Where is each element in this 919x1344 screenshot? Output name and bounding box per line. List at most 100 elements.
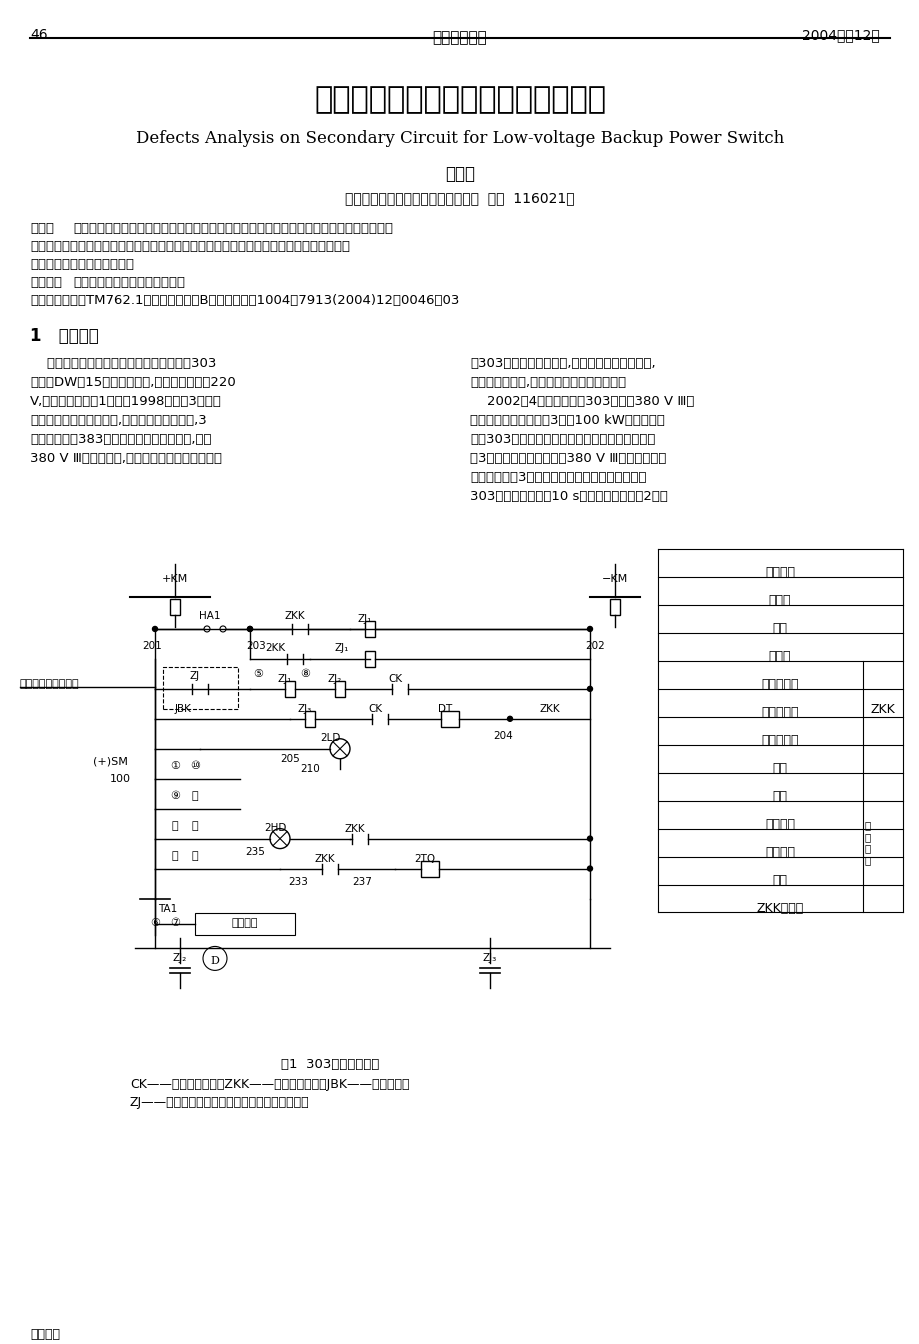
Text: ⑨: ⑨: [170, 790, 180, 801]
Text: ⑩: ⑩: [190, 761, 199, 770]
Text: 低压备用分支；自动投入；跳闸: 低压备用分支；自动投入；跳闸: [73, 276, 185, 289]
Text: ⑫: ⑫: [191, 790, 199, 801]
Circle shape: [507, 716, 512, 722]
Text: 东北电力技术: 东北电力技术: [432, 30, 487, 44]
Text: 时，303开关在运行中无任何保护显示突然跳闸，: 时，303开关在运行中无任何保护显示突然跳闸，: [470, 433, 654, 446]
Text: 李雪芳: 李雪芳: [445, 165, 474, 183]
Text: 将备用电源投入,从而延长了事故处理时间。: 将备用电源投入,从而延长了事故处理时间。: [470, 376, 626, 390]
Text: ZKK: ZKK: [539, 704, 560, 714]
Text: 1   事故现象: 1 事故现象: [30, 328, 98, 345]
Bar: [335, 681, 345, 696]
Text: 233: 233: [288, 876, 308, 887]
Text: CK: CK: [368, 704, 381, 714]
Text: 201: 201: [142, 641, 162, 650]
Text: (+)SM: (+)SM: [93, 757, 128, 766]
Text: ZJ₂: ZJ₂: [173, 953, 187, 964]
Bar: [421, 860, 438, 876]
Text: HA1: HA1: [199, 612, 221, 621]
Text: 合闸继电器: 合闸继电器: [760, 677, 798, 691]
Bar: [305, 711, 314, 727]
Text: （大连市热电集团北海热电厂，辽宁  大连  116021）: （大连市热电集团北海热电厂，辽宁 大连 116021）: [345, 192, 574, 206]
Text: ZKK电动机: ZKK电动机: [755, 902, 803, 914]
Text: 205: 205: [280, 754, 300, 763]
Text: 图1  303开关控制回路: 图1 303开关控制回路: [280, 1058, 379, 1071]
Text: JBK: JBK: [175, 704, 191, 714]
Text: 低压备用电源开关二次回路缺陷分析: 低压备用电源开关二次回路缺陷分析: [313, 85, 606, 114]
Text: 绿灯: 绿灯: [772, 762, 787, 774]
Text: ZJ——工作变备用电源自投入出口中间继电器触点: ZJ——工作变备用电源自投入出口中间继电器触点: [130, 1097, 310, 1109]
Text: 熔断器: 熔断器: [768, 594, 790, 607]
Text: 在工作变控制回路中: 在工作变控制回路中: [20, 679, 80, 689]
Text: 203: 203: [245, 641, 266, 650]
Text: ⑮: ⑮: [191, 821, 199, 831]
Text: CK: CK: [388, 673, 402, 684]
Text: ZJ₂: ZJ₂: [327, 673, 342, 684]
Text: ⑥: ⑥: [150, 918, 160, 929]
Text: ⑤: ⑤: [253, 669, 263, 679]
Text: 大连市热电集团北海热电厂低压备用分支303: 大连市热电集团北海热电厂低压备用分支303: [30, 358, 216, 371]
Text: 235: 235: [244, 847, 265, 856]
Text: CK——储能行程开关；ZKK——开关辅助触点；JBK——纽子开关；: CK——储能行程开关；ZKK——开关辅助触点；JBK——纽子开关；: [130, 1078, 409, 1091]
Text: ZJ₃: ZJ₃: [482, 953, 496, 964]
Bar: [170, 599, 180, 616]
Text: 2004年第12期: 2004年第12期: [801, 28, 879, 42]
Text: 且3次强合不上。由于失去380 V Ⅲ段电源，冷却: 且3次强合不上。由于失去380 V Ⅲ段电源，冷却: [470, 452, 665, 465]
Text: 控制母线: 控制母线: [765, 566, 794, 579]
Text: 释能电磁铁: 释能电磁铁: [760, 734, 798, 747]
Bar: [365, 650, 375, 667]
Text: ⑯: ⑯: [172, 851, 178, 860]
Text: 保护回路: 保护回路: [232, 918, 258, 929]
Circle shape: [153, 626, 157, 632]
Circle shape: [587, 687, 592, 691]
Text: ZJ₃: ZJ₃: [298, 704, 312, 714]
Text: 2LD: 2LD: [320, 732, 340, 743]
Bar: [163, 667, 238, 708]
Text: Defects Analysis on Secondary Circuit for Low-voltage Backup Power Switch: Defects Analysis on Secondary Circuit fo…: [136, 130, 783, 146]
Text: 204: 204: [493, 731, 512, 741]
Text: TA1: TA1: [158, 903, 177, 914]
Text: 303开关成功后，约10 s后又跳闸，又手合2次才: 303开关成功后，约10 s后又跳闸，又手合2次才: [470, 491, 667, 503]
Text: 2TQ: 2TQ: [414, 853, 435, 864]
Circle shape: [587, 866, 592, 871]
Text: ⑧: ⑧: [300, 669, 310, 679]
Text: 开关为DW－15型储能式开关,操作电源为直流220: 开关为DW－15型储能式开关,操作电源为直流220: [30, 376, 235, 390]
Text: ⑭: ⑭: [172, 821, 178, 831]
Text: ZKK: ZKK: [869, 703, 894, 716]
Text: ZJ: ZJ: [189, 671, 199, 681]
Bar: [440, 711, 459, 727]
Text: 负荷运行，在启动该段3号（100 kW）凝结水泵: 负荷运行，在启动该段3号（100 kW）凝结水泵: [470, 414, 664, 427]
Circle shape: [587, 626, 592, 632]
Text: 万方数据: 万方数据: [30, 1328, 60, 1341]
Text: 关键词：: 关键词：: [30, 276, 62, 289]
Text: 202: 202: [584, 641, 604, 650]
Bar: [195, 914, 295, 935]
Text: ZKK: ZKK: [314, 853, 335, 864]
Text: 支303开关不能自动投入,只能手动强合控制开关,: 支303开关不能自动投入,只能手动强合控制开关,: [470, 358, 655, 371]
Text: 作就突然跳闸，并且多次强投不成，导致发电机断水保护动作跳闸。文中论述了产生这些现: 作就突然跳闸，并且多次强投不成，导致发电机断水保护动作跳闸。文中论述了产生这些现: [30, 239, 349, 253]
Circle shape: [247, 626, 252, 632]
Text: 象的原因，给出了处理方法。: 象的原因，给出了处理方法。: [30, 258, 134, 270]
Text: ①: ①: [170, 761, 180, 770]
Text: 跳
闸
回
路: 跳 闸 回 路: [864, 820, 870, 866]
Text: 自保持: 自保持: [768, 650, 790, 663]
Text: 摘要：: 摘要：: [30, 222, 54, 235]
Bar: [285, 681, 295, 696]
Text: 2002年4月，备用分支303开关带380 V Ⅲ段: 2002年4月，备用分支303开关带380 V Ⅲ段: [470, 395, 694, 409]
Bar: [609, 599, 619, 616]
Text: 就地按钮: 就地按钮: [765, 845, 794, 859]
Text: 号厂用工作变383开关低电压保护动作跳闸,引起: 号厂用工作变383开关低电压保护动作跳闸,引起: [30, 433, 211, 446]
Text: 厂用电多次消失后，低压备用分支电源开关不能自动投入；开关在运行中无任何继电保护动: 厂用电多次消失后，低压备用分支电源开关不能自动投入；开关在运行中无任何继电保护动: [73, 222, 392, 235]
Text: −KM: −KM: [601, 574, 628, 585]
Text: ZJ₁: ZJ₁: [357, 614, 372, 624]
Text: 控制开关: 控制开关: [765, 817, 794, 831]
Text: ZJ₁: ZJ₁: [278, 673, 292, 684]
Text: 2HD: 2HD: [264, 823, 286, 833]
Text: ZJ₁: ZJ₁: [335, 642, 349, 653]
Text: 237: 237: [352, 876, 371, 887]
Text: 保护: 保护: [772, 874, 787, 887]
Text: 【中图分类号】TM762.1【文献标识码】B【文章编号】1004－7913(2004)12－0046－03: 【中图分类号】TM762.1【文献标识码】B【文章编号】1004－7913(20…: [30, 293, 459, 306]
Text: 380 V Ⅲ段母线失电,与之对应的低压备用电源分: 380 V Ⅲ段母线失电,与之对应的低压备用电源分: [30, 452, 221, 465]
Text: ⑦: ⑦: [170, 918, 180, 929]
Text: 红灯: 红灯: [772, 790, 787, 802]
Bar: [365, 621, 375, 637]
